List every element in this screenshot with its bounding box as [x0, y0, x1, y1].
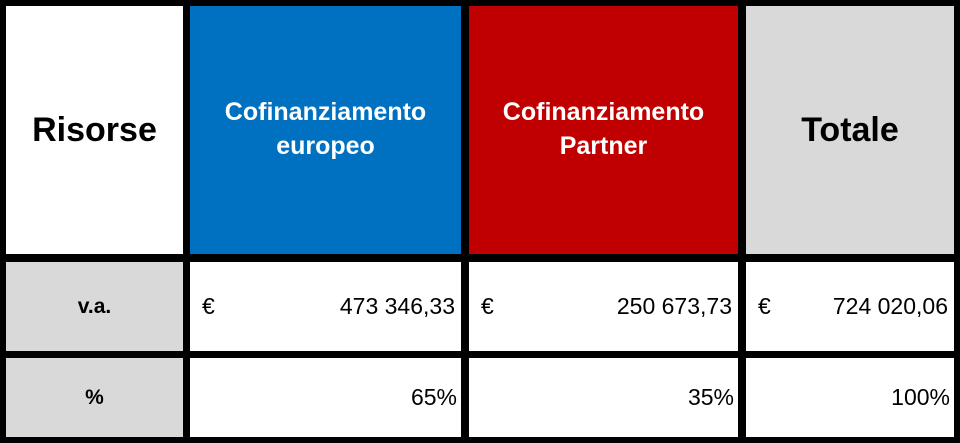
- row-label: %: [85, 385, 104, 409]
- header-text: Cofinanziamento europeo: [224, 98, 427, 160]
- currency: €: [758, 293, 771, 319]
- percent-cell: 35%: [469, 358, 738, 437]
- value-cell: €473 346,33: [190, 262, 461, 351]
- value-cell: €250 673,73: [469, 262, 738, 351]
- header-cell: Cofinanziamento europeo: [190, 6, 461, 254]
- header-text: Risorse: [32, 110, 157, 149]
- amount: 250 673,73: [616, 293, 732, 319]
- row-label-cell: %: [6, 358, 183, 437]
- header-text: Cofinanziamento Partner: [502, 98, 705, 160]
- currency: €: [481, 293, 494, 319]
- header-cell: Cofinanziamento Partner: [469, 6, 738, 254]
- header-cell: Totale: [746, 6, 954, 254]
- percent: 65%: [410, 384, 457, 410]
- percent: 100%: [891, 384, 950, 410]
- value-cell: €724 020,06: [746, 262, 954, 351]
- header-text: Totale: [801, 110, 899, 149]
- amount: 724 020,06: [832, 293, 948, 319]
- amount: 473 346,33: [339, 293, 455, 319]
- percent-cell: 100%: [746, 358, 954, 437]
- header-cell: Risorse: [6, 6, 183, 254]
- row-label-cell: v.a.: [6, 262, 183, 351]
- percent: 35%: [687, 384, 734, 410]
- row-label: v.a.: [77, 294, 112, 318]
- percent-cell: 65%: [190, 358, 461, 437]
- currency: €: [202, 293, 215, 319]
